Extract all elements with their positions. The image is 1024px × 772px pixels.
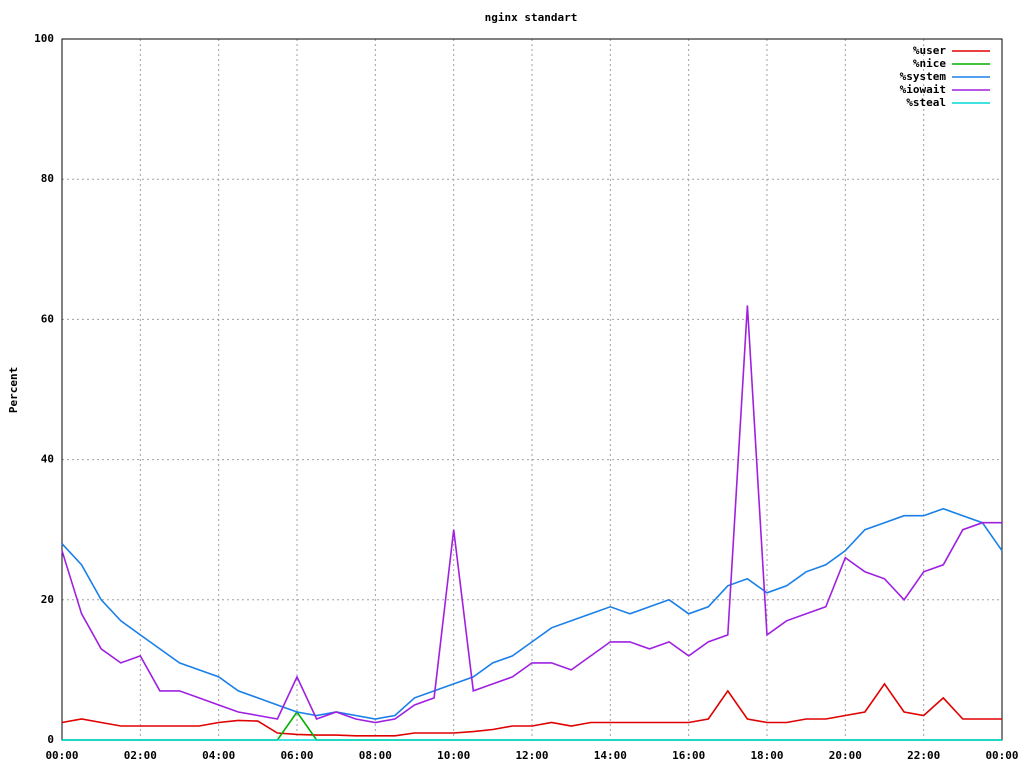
x-tick-label: 16:00: [672, 749, 705, 762]
legend-label: %iowait: [900, 83, 946, 96]
x-tick-label: 08:00: [359, 749, 392, 762]
y-tick-label: 0: [47, 733, 54, 746]
x-tick-label: 04:00: [202, 749, 235, 762]
x-tick-label: 14:00: [594, 749, 627, 762]
y-axis-label: Percent: [7, 367, 20, 413]
y-tick-label: 20: [41, 593, 54, 606]
chart-title: nginx standart: [485, 11, 578, 24]
legend-label: %nice: [913, 57, 946, 70]
y-tick-label: 80: [41, 172, 54, 185]
x-tick-label: 22:00: [907, 749, 940, 762]
series-line: [61, 305, 1002, 724]
series-line: [61, 507, 1003, 720]
x-tick-label: 18:00: [750, 749, 783, 762]
series-line: [61, 682, 1002, 737]
legend-label: %system: [900, 70, 947, 83]
legend-label: %user: [913, 44, 946, 57]
x-tick-label: 00:00: [985, 749, 1018, 762]
x-tick-label: 06:00: [280, 749, 313, 762]
x-tick-label: 20:00: [829, 749, 862, 762]
legend-label: %steal: [906, 96, 946, 109]
y-tick-label: 100: [34, 32, 54, 45]
x-tick-label: 00:00: [45, 749, 78, 762]
y-tick-label: 40: [41, 453, 54, 466]
x-tick-label: 10:00: [437, 749, 470, 762]
x-tick-label: 12:00: [515, 749, 548, 762]
x-tick-label: 02:00: [124, 749, 157, 762]
y-tick-label: 60: [41, 312, 54, 325]
